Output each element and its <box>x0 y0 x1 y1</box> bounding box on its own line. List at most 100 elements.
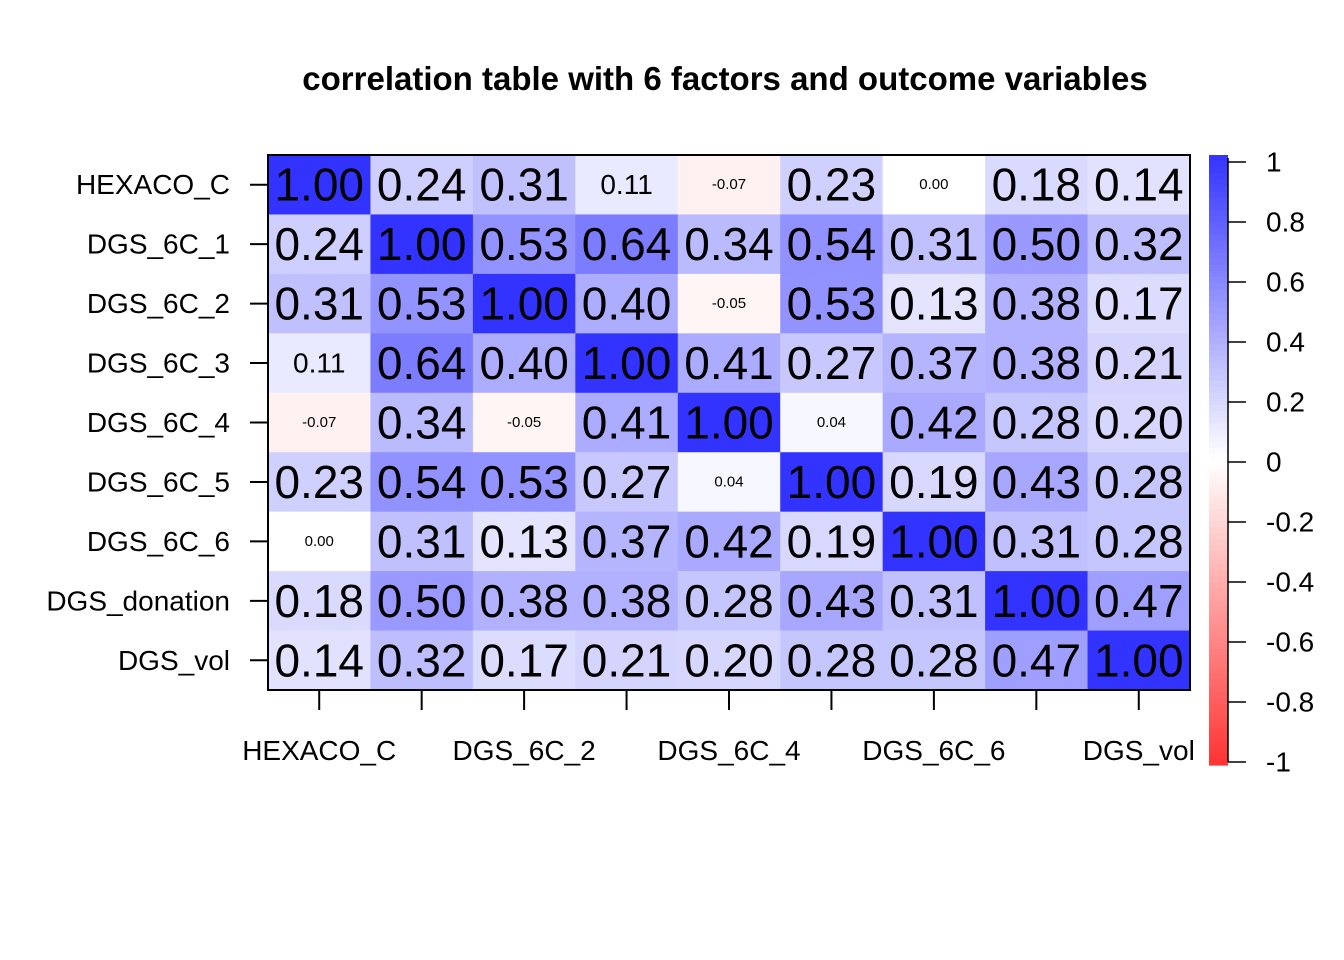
y-tick-label: DGS_vol <box>118 645 230 676</box>
heatmap-cell <box>472 155 576 215</box>
colorbar-segment <box>1209 618 1228 626</box>
cell-value-label: 0.38 <box>582 575 672 627</box>
colorbar-segment <box>1209 423 1228 431</box>
cell-value-label: 0.42 <box>684 515 774 567</box>
cell-value-label: 0.34 <box>684 218 774 270</box>
cell-value-label: 0.64 <box>582 218 672 270</box>
heatmap-cell <box>780 214 884 275</box>
colorbar-segment <box>1209 728 1228 736</box>
cell-value-label: 0.32 <box>377 634 467 686</box>
heatmap-cell <box>370 333 474 394</box>
colorbar-segment <box>1209 252 1228 260</box>
colorbar-segment <box>1209 612 1228 620</box>
colorbar-segment <box>1209 490 1228 498</box>
colorbar-segment <box>1209 277 1228 284</box>
heatmap-cell <box>472 571 576 632</box>
heatmap-cell <box>985 214 1089 275</box>
cell-value-label: 0.17 <box>479 634 569 686</box>
heatmap-cell <box>1087 333 1191 394</box>
cell-value-label: 0.19 <box>787 515 877 567</box>
colorbar-segment <box>1209 588 1228 595</box>
colorbar-segment <box>1209 344 1228 351</box>
colorbar-segment <box>1209 606 1228 614</box>
heatmap-cell <box>677 155 781 215</box>
heatmap-cell <box>882 452 986 513</box>
colorbar-segment <box>1209 368 1228 376</box>
y-tick-label: DGS_6C_5 <box>87 466 230 497</box>
heatmap-cell <box>677 333 781 394</box>
x-tick-label: DGS_6C_4 <box>657 735 800 766</box>
colorbar-segment <box>1209 222 1228 229</box>
heatmap-cell <box>472 333 576 394</box>
colorbar-tick-label: 0.4 <box>1266 327 1305 358</box>
colorbar-tick-label: 0.2 <box>1266 387 1305 418</box>
cell-value-label: 0.04 <box>817 414 846 431</box>
colorbar-tick-label: -0.2 <box>1266 507 1314 538</box>
cell-value-label: 0.20 <box>1094 397 1184 449</box>
heatmap-cell <box>985 333 1089 394</box>
colorbar-segment <box>1209 472 1228 479</box>
y-tick-label: DGS_6C_2 <box>87 288 230 319</box>
cell-value-label: 0.00 <box>305 533 334 550</box>
heatmap-cell <box>780 452 884 513</box>
cell-value-label: 0.31 <box>274 278 364 330</box>
colorbar-segment <box>1209 338 1228 345</box>
colorbar-segment <box>1209 435 1228 443</box>
y-tick-label: DGS_6C_3 <box>87 348 230 379</box>
heatmap-cell <box>575 571 679 632</box>
colorbar-segment <box>1209 502 1228 510</box>
cell-value-label: -0.07 <box>302 414 336 431</box>
heatmap-cell <box>575 273 679 334</box>
colorbar-segment <box>1209 313 1228 321</box>
heatmap-cell <box>268 155 371 215</box>
cell-value-label: 0.21 <box>582 634 672 686</box>
heatmap-cell <box>1087 511 1191 572</box>
colorbar-segment <box>1209 466 1228 473</box>
colorbar-segment <box>1209 661 1228 668</box>
cell-value-label: 0.18 <box>274 575 364 627</box>
heatmap-cell <box>1087 392 1191 453</box>
cell-value-label: 0.50 <box>992 218 1082 270</box>
colorbar-segment <box>1209 264 1228 272</box>
colorbar-segment <box>1209 496 1228 504</box>
cell-value-label: 0.28 <box>1094 456 1184 508</box>
cell-value-label: 0.31 <box>377 515 467 567</box>
y-tick-label: DGS_6C_1 <box>87 229 230 260</box>
y-tick-label: DGS_6C_6 <box>87 526 230 557</box>
x-tick-label: DGS_vol <box>1083 735 1195 766</box>
colorbar-segment <box>1209 752 1228 760</box>
cell-value-label: 0.19 <box>889 456 979 508</box>
colorbar-segment <box>1209 545 1228 553</box>
heatmap-cell <box>575 511 679 572</box>
colorbar-segment <box>1209 356 1228 363</box>
heatmap-cell <box>370 511 474 572</box>
colorbar-segment <box>1209 399 1228 406</box>
cell-value-label: 0.53 <box>479 218 569 270</box>
cell-value-label: 0.23 <box>787 159 877 211</box>
cell-value-label: 0.31 <box>479 159 569 211</box>
y-tick-label: DGS_6C_4 <box>87 407 230 438</box>
cell-value-label: 0.11 <box>600 169 652 200</box>
heatmap-cell <box>882 511 986 572</box>
cell-value-label: 1.00 <box>274 159 364 211</box>
colorbar-segment <box>1209 527 1228 534</box>
cell-value-label: 0.27 <box>582 456 672 508</box>
colorbar-segment <box>1209 575 1228 583</box>
cell-value-label: 0.34 <box>377 397 467 449</box>
colorbar-segment <box>1209 228 1228 235</box>
heatmap-cell <box>882 273 986 334</box>
colorbar-segment <box>1209 173 1228 180</box>
heatmap-cell <box>677 273 781 334</box>
colorbar-segment <box>1209 636 1228 644</box>
colorbar-segment <box>1209 258 1228 266</box>
colorbar-segment <box>1209 710 1228 717</box>
colorbar-segment <box>1209 740 1228 748</box>
colorbar-segment <box>1209 704 1228 711</box>
colorbar-segment <box>1209 569 1228 577</box>
heatmap-cell <box>985 452 1089 513</box>
colorbar-segment <box>1209 350 1228 357</box>
cell-value-label: 0.28 <box>1094 515 1184 567</box>
cell-value-label: 0.13 <box>479 515 569 567</box>
cell-value-label: 0.41 <box>684 337 774 389</box>
x-axis: HEXACO_C DGS_6C_2 DGS_6C_4 DGS_6C_6 DGS_vol <box>242 690 1195 766</box>
